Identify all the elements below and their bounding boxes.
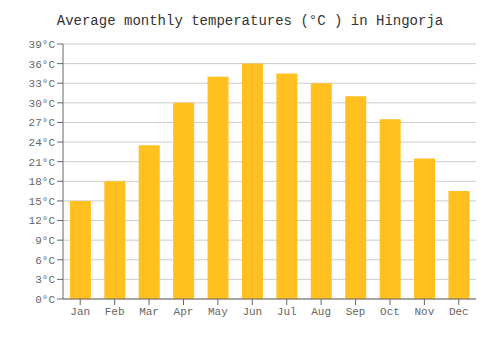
svg-text:Sep: Sep — [346, 306, 366, 318]
svg-text:39°C: 39°C — [29, 39, 56, 51]
svg-text:Aug: Aug — [311, 306, 331, 318]
svg-text:Oct: Oct — [380, 306, 400, 318]
html-text:Average monthly temperatures (: Average monthly temperatures (°C ) in Hi… — [56, 13, 444, 29]
svg-text:18°C: 18°C — [29, 176, 56, 188]
svg-text:Jan: Jan — [70, 306, 90, 318]
svg-text:21°C: 21°C — [29, 157, 56, 169]
svg-text:33°C: 33°C — [29, 78, 56, 90]
svg-text:Apr: Apr — [174, 306, 194, 318]
svg-text:15°C: 15°C — [29, 196, 56, 208]
svg-text:12°C: 12°C — [29, 215, 56, 227]
svg-text:9°C: 9°C — [35, 235, 55, 247]
svg-text:May: May — [208, 306, 228, 318]
svg-text:24°C: 24°C — [29, 137, 56, 149]
svg-text:6°C: 6°C — [35, 255, 55, 267]
svg-text:Nov: Nov — [414, 306, 434, 318]
svg-text:30°C: 30°C — [29, 98, 56, 110]
svg-text:Dec: Dec — [449, 306, 469, 318]
svg-text:0°C: 0°C — [35, 294, 55, 306]
svg-text:27°C: 27°C — [29, 117, 56, 129]
svg-text:36°C: 36°C — [29, 59, 56, 71]
svg-text:Feb: Feb — [105, 306, 125, 318]
svg-text:3°C: 3°C — [35, 274, 55, 286]
svg-text:Mar: Mar — [139, 306, 159, 318]
svg-text:Jul: Jul — [277, 306, 297, 318]
svg-text:Jun: Jun — [242, 306, 262, 318]
